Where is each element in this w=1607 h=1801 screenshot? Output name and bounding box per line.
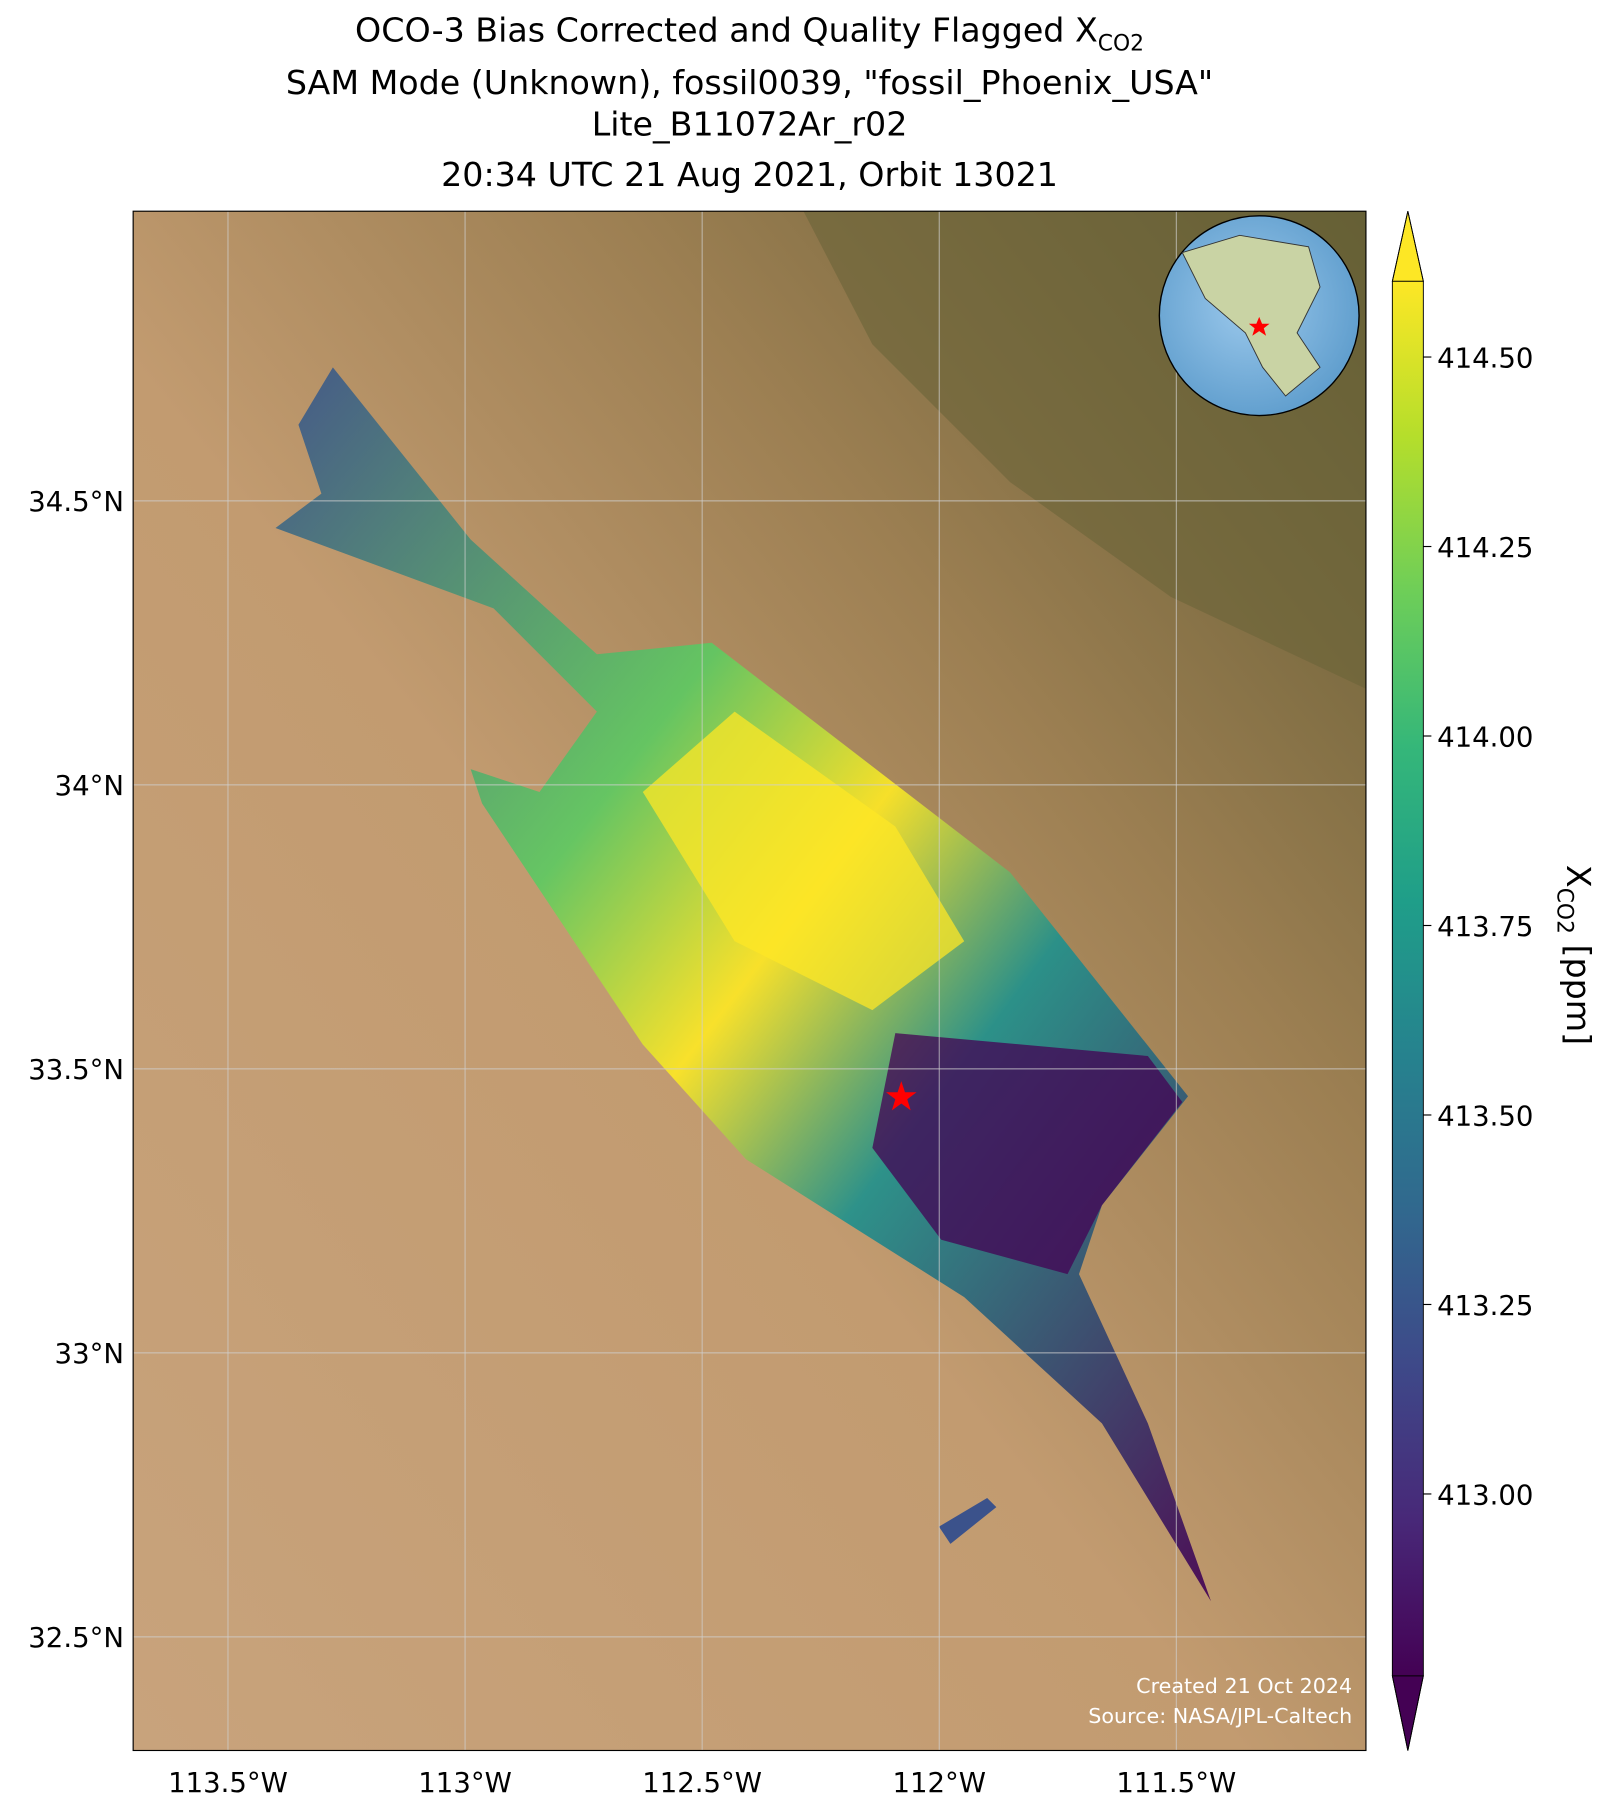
colorbar-body xyxy=(1392,281,1424,1676)
swath-fragment xyxy=(938,1497,997,1544)
colorbar-tick-label: 413.25 xyxy=(1437,1290,1533,1322)
grid xyxy=(133,211,1366,1751)
colorbar-outline xyxy=(1391,211,1424,1751)
y-tick-label: 34°N xyxy=(55,770,124,802)
swath xyxy=(275,367,1211,1602)
x-tick-label: 112°W xyxy=(892,1767,986,1799)
inset-globe xyxy=(1158,215,1360,417)
colorbar-extend-max xyxy=(1391,211,1424,282)
map xyxy=(133,211,1366,1751)
map-frame xyxy=(132,210,1367,1752)
title-line: SAM Mode (Unknown), fossil0039, "fossil_… xyxy=(286,63,1213,102)
title-line: 20:34 UTC 21 Aug 2021, Orbit 13021 xyxy=(441,155,1058,194)
title-line: Lite_B11072Ar_r02 xyxy=(592,104,908,143)
ticks: 113.5°W 113°W 112.5°W 112°W 111.5°W 34.5°N 34°… xyxy=(28,486,1236,1799)
colorbar-tick-label: 414.25 xyxy=(1437,532,1533,564)
colorbar-tick-label: 414.50 xyxy=(1437,342,1533,374)
y-tick-label: 34.5°N xyxy=(28,486,124,518)
y-tick-label: 32.5°N xyxy=(28,1622,124,1654)
colorbar-tick-label: 413.50 xyxy=(1437,1100,1533,1132)
colorbar-tick-label: 413.75 xyxy=(1437,911,1533,943)
colorbar: 413.00 413.25 413.50 413.75 414.00 414.25 414.… xyxy=(1391,211,1533,1751)
x-tick-label: 111.5°W xyxy=(1116,1767,1236,1799)
colorbar-tick-label: 413.00 xyxy=(1437,1479,1533,1511)
annotation: Source: NASA/JPL-Caltech xyxy=(1088,1704,1352,1728)
y-tick-label: 33°N xyxy=(55,1338,124,1370)
continent xyxy=(1181,234,1321,397)
x-tick-label: 113°W xyxy=(418,1767,512,1799)
globe-star xyxy=(1248,316,1270,336)
title-subscript: CO2 xyxy=(1098,32,1144,57)
swath-core xyxy=(642,711,965,1011)
y-tick-label: 33.5°N xyxy=(28,1054,124,1086)
title-line: OCO-3 Bias Corrected and Quality Flagged… xyxy=(355,10,1144,56)
swath-low xyxy=(872,1033,1183,1275)
colorbar-label: XCO2 [ppm] xyxy=(1552,865,1598,1045)
annotation: Created 21 Oct 2024 xyxy=(1136,1674,1352,1698)
site-marker xyxy=(886,1081,917,1111)
x-tick-label: 112.5°W xyxy=(642,1767,762,1799)
colorbar-extend-min xyxy=(1391,1675,1424,1751)
title: OCO-3 Bias Corrected and Quality Flagged… xyxy=(286,10,1213,194)
x-tick-label: 113.5°W xyxy=(168,1767,288,1799)
colorbar-tick-label: 414.00 xyxy=(1437,721,1533,753)
